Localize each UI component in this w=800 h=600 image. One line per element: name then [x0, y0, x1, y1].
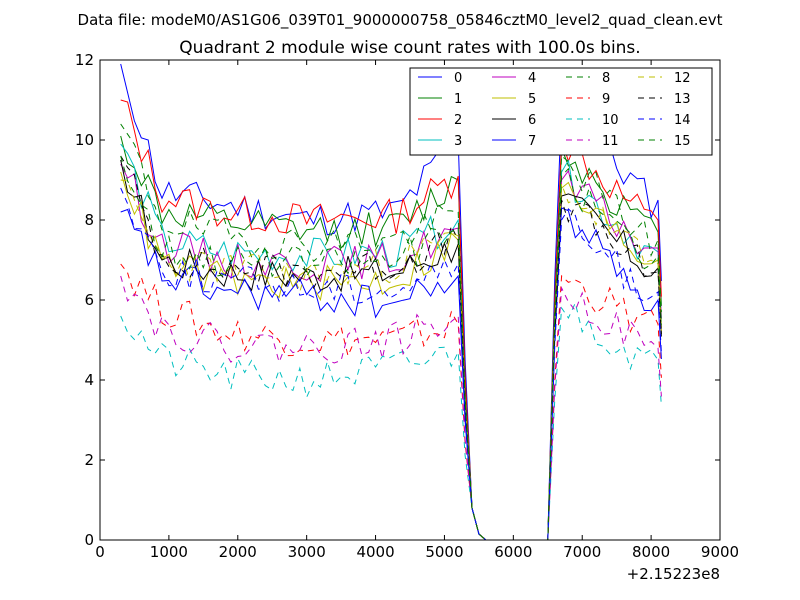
series-line-13: [120, 155, 662, 540]
x-tick-label: 3000: [288, 543, 326, 561]
x-tick-label: 9000: [701, 543, 739, 561]
y-tick-label: 0: [84, 531, 94, 549]
legend-label-9: 9: [602, 92, 610, 107]
legend-label-14: 14: [674, 113, 691, 128]
chart-title: Quadrant 2 module wise count rates with …: [179, 38, 640, 58]
legend-label-13: 13: [674, 92, 691, 107]
legend-label-15: 15: [674, 134, 691, 149]
series-line-15: [120, 155, 662, 540]
x-tick-label: 6000: [494, 543, 532, 561]
legend-label-8: 8: [602, 71, 610, 86]
series-line-6: [120, 159, 662, 540]
y-tick-label: 8: [84, 211, 94, 229]
series-line-9: [120, 263, 662, 540]
y-tick-label: 2: [84, 451, 94, 469]
x-tick-label: 2000: [219, 543, 257, 561]
series-line-12: [120, 179, 662, 540]
x-tick-label: 5000: [425, 543, 463, 561]
chart-suptitle: Data file: modeM0/AS1G06_039T01_90000007…: [78, 11, 723, 30]
legend-label-6: 6: [528, 113, 536, 128]
y-tick-label: 6: [84, 291, 94, 309]
series-layer: [120, 63, 662, 540]
x-tick-label: 1000: [150, 543, 188, 561]
y-tick-label: 10: [75, 131, 94, 149]
legend-label-7: 7: [528, 134, 536, 149]
x-tick-label: 8000: [632, 543, 670, 561]
series-line-7: [120, 207, 662, 540]
legend-label-0: 0: [454, 71, 462, 86]
series-line-14: [120, 187, 662, 540]
legend-label-10: 10: [602, 113, 619, 128]
legend-label-2: 2: [454, 113, 462, 128]
x-tick-label: 0: [95, 543, 105, 561]
legend-label-3: 3: [454, 134, 462, 149]
series-line-8: [120, 123, 662, 540]
axis-layer: 0 1000 2000 3000 4000 5000 6000 7000 8000 9000 0 2 4…: [75, 51, 739, 561]
y-tick-label: 4: [84, 371, 94, 389]
legend-label-5: 5: [528, 92, 536, 107]
y-tick-label: 12: [75, 51, 94, 69]
x-tick-label: 4000: [356, 543, 394, 561]
series-line-5: [120, 171, 662, 540]
legend-label-12: 12: [674, 71, 691, 86]
series-line-11: [120, 275, 662, 540]
series-line-2: [120, 99, 662, 540]
series-line-10: [120, 301, 662, 540]
legend-label-4: 4: [528, 71, 536, 86]
legend-label-11: 11: [602, 134, 619, 149]
legend-label-1: 1: [454, 92, 462, 107]
series-line-4: [120, 163, 662, 540]
x-tick-label: 7000: [563, 543, 601, 561]
x-offset-label: +2.15223e8: [627, 565, 720, 583]
